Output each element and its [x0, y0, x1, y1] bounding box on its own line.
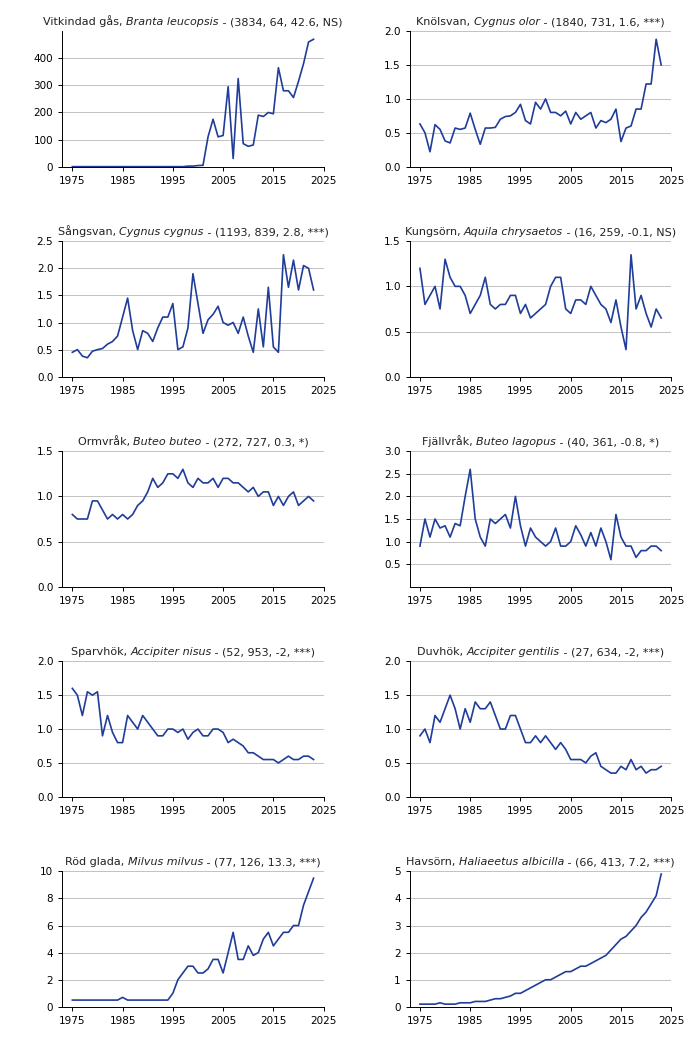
Text: - (1840, 731, 1.6, ***): - (1840, 731, 1.6, ***)	[540, 17, 665, 27]
Text: Accipiter gentilis: Accipiter gentilis	[466, 648, 560, 657]
Text: Kungsörn,: Kungsörn,	[405, 227, 464, 237]
Text: - (3834, 64, 42.6, NS): - (3834, 64, 42.6, NS)	[219, 17, 343, 27]
Text: - (40, 361, -0.8, *): - (40, 361, -0.8, *)	[556, 437, 659, 447]
Text: Buteo buteo: Buteo buteo	[134, 437, 201, 447]
Text: Aquila chrysaetos: Aquila chrysaetos	[464, 227, 563, 237]
Text: - (1193, 839, 2.8, ***): - (1193, 839, 2.8, ***)	[203, 227, 329, 237]
Text: - (52, 953, -2, ***): - (52, 953, -2, ***)	[211, 648, 316, 657]
Text: - (272, 727, 0.3, *): - (272, 727, 0.3, *)	[201, 437, 308, 447]
Text: - (16, 259, -0.1, NS): - (16, 259, -0.1, NS)	[563, 227, 676, 237]
Text: - (77, 126, 13.3, ***): - (77, 126, 13.3, ***)	[203, 857, 321, 868]
Text: Milvus milvus: Milvus milvus	[128, 857, 203, 868]
Text: Fjällvråk,: Fjällvråk,	[422, 435, 476, 447]
Text: Accipiter nisus: Accipiter nisus	[130, 648, 211, 657]
Text: - (66, 413, 7.2, ***): - (66, 413, 7.2, ***)	[565, 857, 675, 868]
Text: - (27, 634, -2, ***): - (27, 634, -2, ***)	[560, 648, 664, 657]
Text: Sångsvan,: Sångsvan,	[57, 225, 119, 237]
Text: Cygnus cygnus: Cygnus cygnus	[119, 227, 203, 237]
Text: Ormvråk,: Ormvråk,	[78, 436, 134, 447]
Text: Vitkindad gås,: Vitkindad gås,	[44, 16, 127, 27]
Text: Havsörn,: Havsörn,	[406, 857, 459, 868]
Text: Sparvhök,: Sparvhök,	[71, 648, 130, 657]
Text: Knölsvan,: Knölsvan,	[417, 17, 474, 27]
Text: Branta leucopsis: Branta leucopsis	[127, 17, 219, 27]
Text: Buteo lagopus: Buteo lagopus	[476, 437, 556, 447]
Text: Röd glada,: Röd glada,	[65, 857, 128, 868]
Text: Duvhök,: Duvhök,	[417, 648, 466, 657]
Text: Cygnus olor: Cygnus olor	[474, 17, 540, 27]
Text: Haliaeetus albicilla: Haliaeetus albicilla	[459, 857, 565, 868]
